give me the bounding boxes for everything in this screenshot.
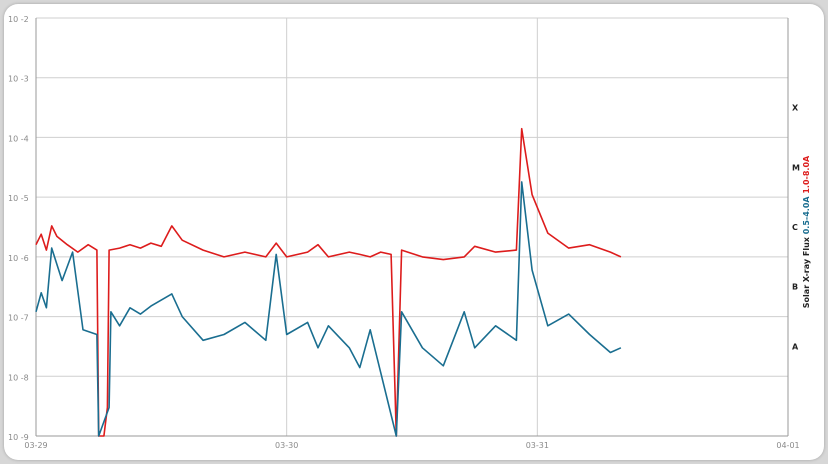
chart-panel: 10 -2 10 -3 10 -4 10 -5 10 -6 10 -7 10 -8 10 -9… [4, 4, 824, 460]
axis-title-text: Solar X-ray Flux [802, 234, 811, 308]
y-tick-label: 10 -5 [8, 194, 29, 203]
x-tick-label: 03-31 [526, 441, 549, 450]
flare-class-label: C [792, 223, 798, 232]
flare-class-label: B [792, 283, 798, 292]
grid-layer [35, 17, 789, 437]
x-tick-label: 03-29 [24, 441, 47, 450]
label-layer: 10 -2 10 -3 10 -4 10 -5 10 -6 10 -7 10 -8 10 -9… [8, 15, 811, 450]
y-tick-label: 10 -8 [8, 373, 29, 382]
right-axis-title: Solar X-ray Flux 0.5-4.0A 1.0-8.0A [802, 155, 811, 308]
y-tick-label: 10 -4 [8, 134, 29, 143]
flare-class-label: M [792, 163, 800, 172]
flare-class-label: X [792, 104, 799, 113]
y-tick-label: 10 -7 [8, 314, 29, 323]
long-channel-label: 1.0-8.0A [802, 155, 811, 194]
y-tick-label: 10 -2 [8, 15, 29, 24]
y-tick-label: 10 -3 [8, 75, 29, 84]
series-line-short [35, 181, 622, 437]
series-layer [35, 127, 622, 437]
y-tick-label: 10 -9 [8, 433, 29, 442]
y-tick-label: 10 -6 [8, 254, 29, 263]
x-tick-label: 04-01 [776, 441, 799, 450]
x-tick-label: 03-30 [275, 441, 298, 450]
xray-flux-chart: 10 -2 10 -3 10 -4 10 -5 10 -6 10 -7 10 -8 10 -9… [8, 15, 811, 450]
series-line-long [35, 127, 622, 437]
flare-class-label: A [792, 342, 799, 351]
axis-layer [35, 18, 789, 437]
short-channel-label: 0.5-4.0A [802, 194, 811, 235]
